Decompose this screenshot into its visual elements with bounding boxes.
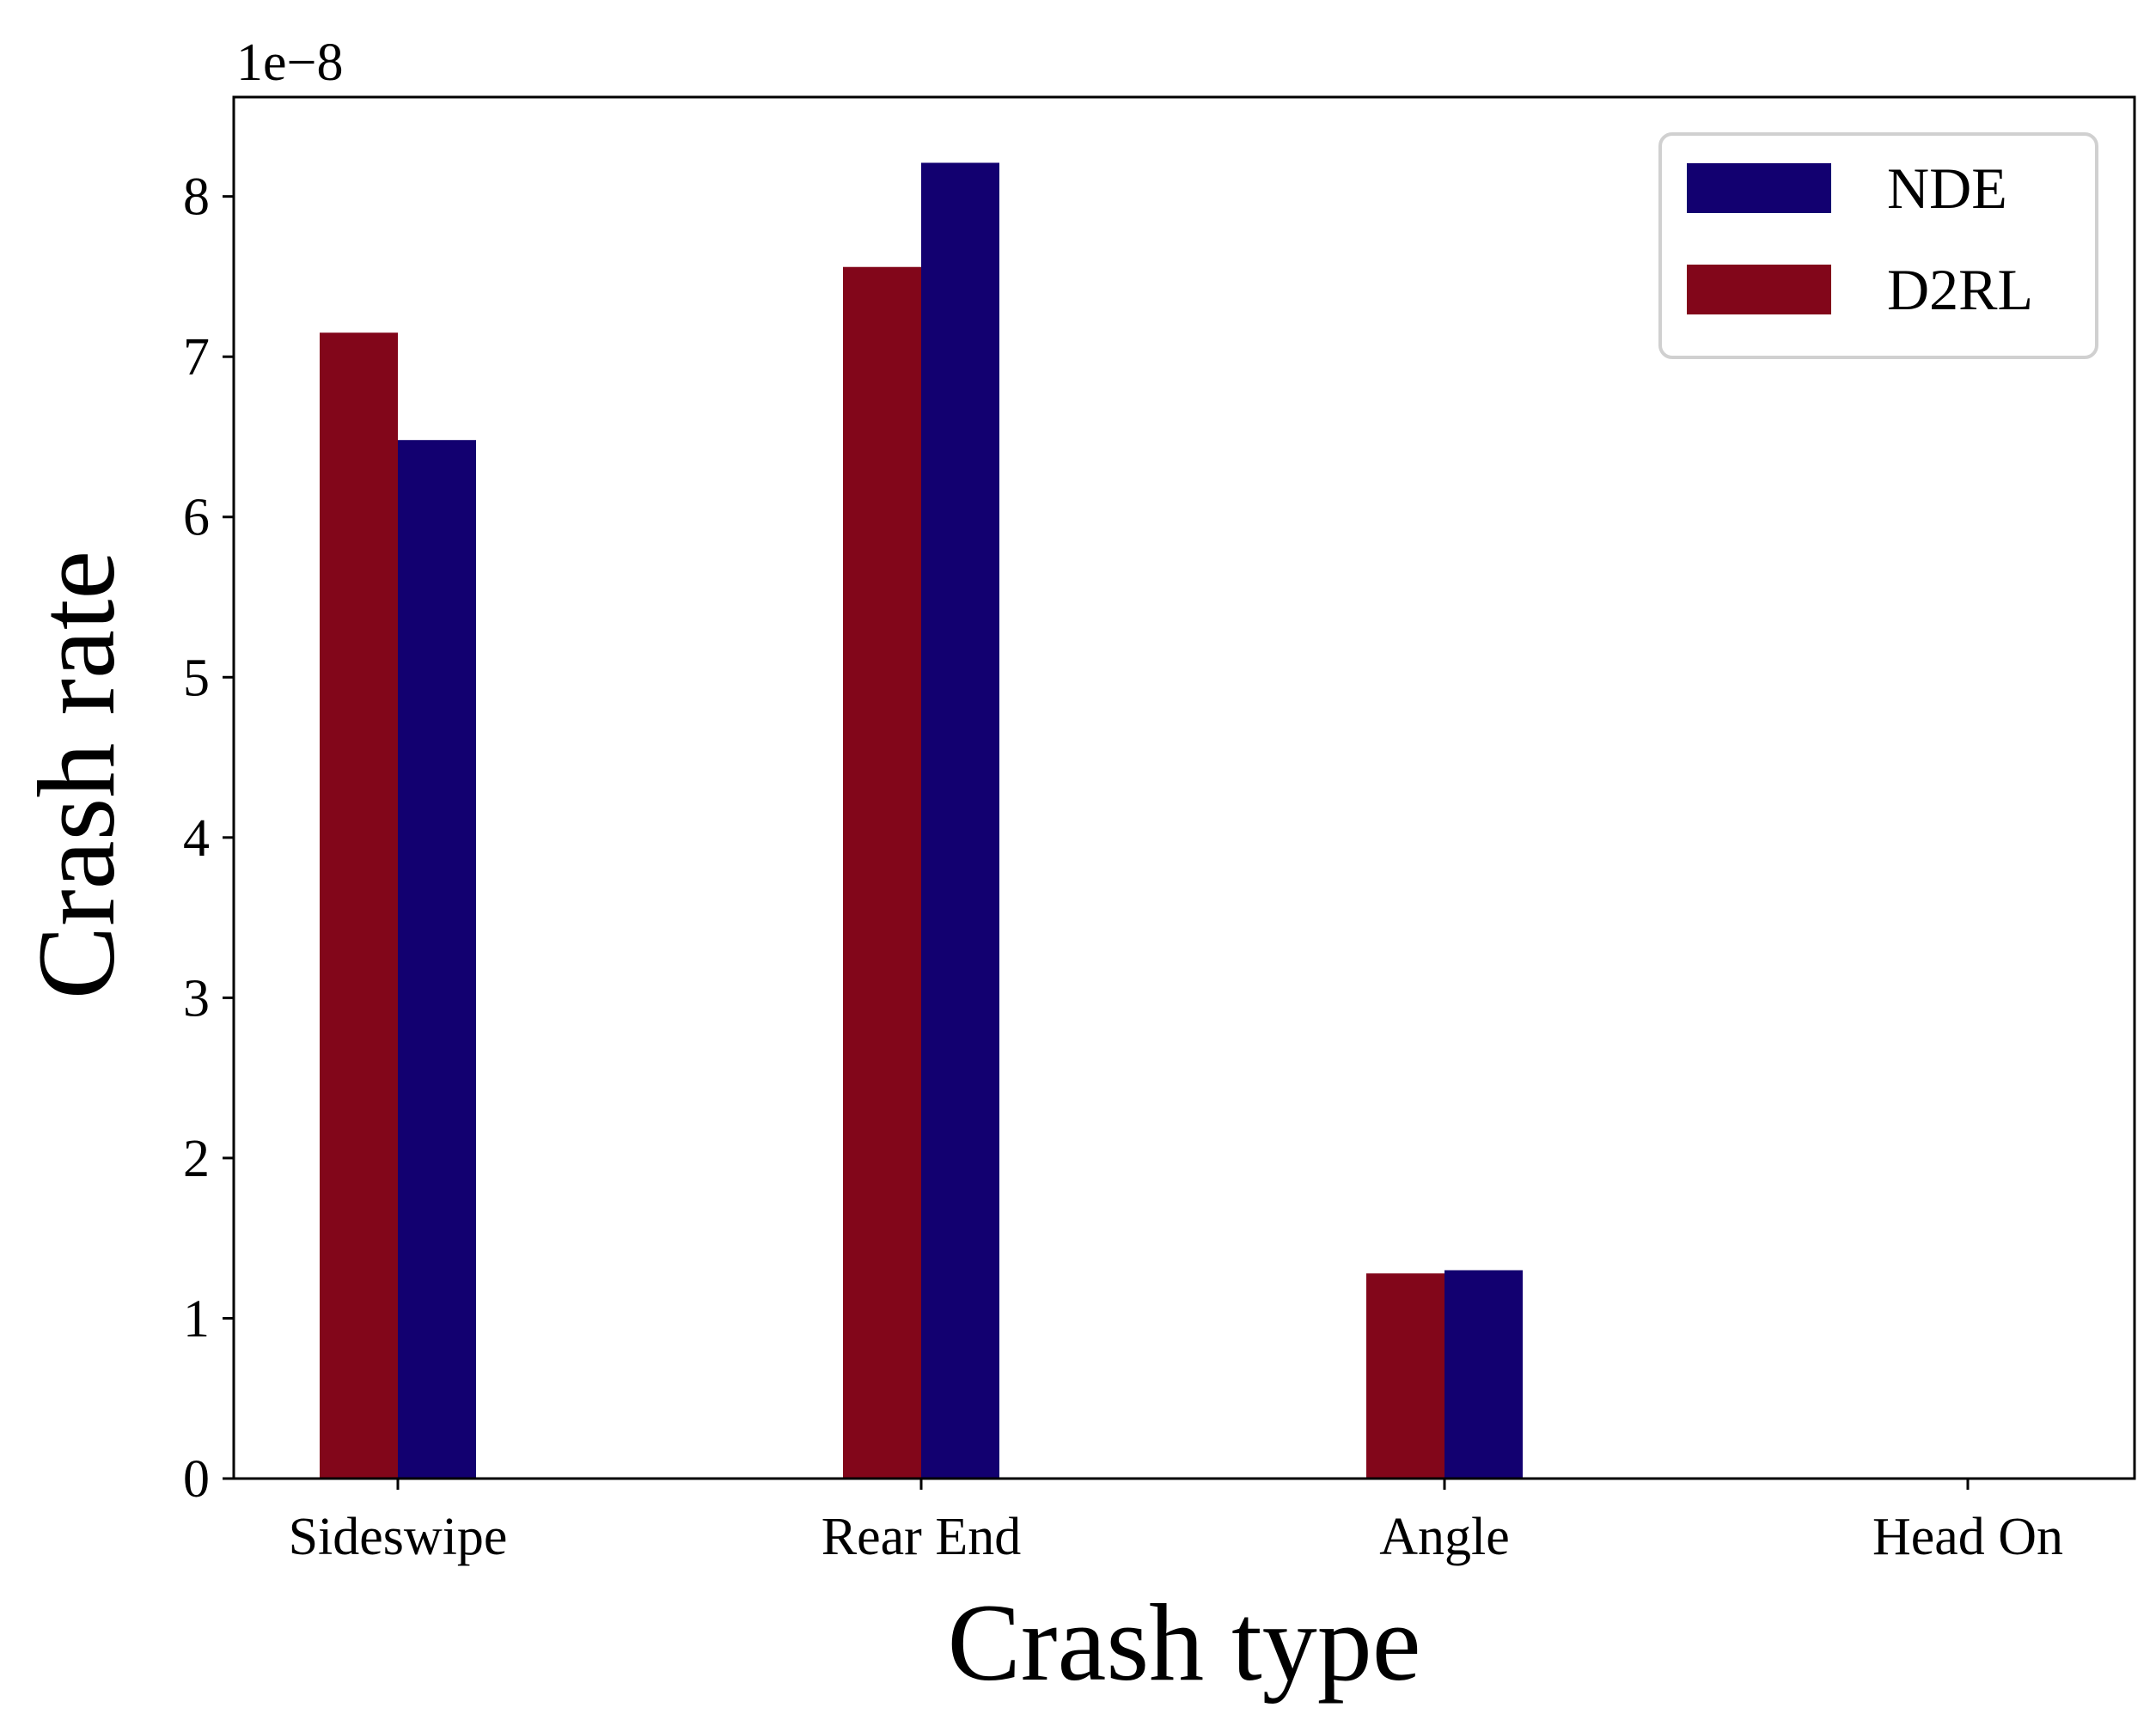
legend: NDE D2RL bbox=[1658, 132, 2098, 359]
bar-d2rl-rear-end bbox=[843, 266, 921, 1479]
x-axis-title: Crash type bbox=[948, 1582, 1421, 1704]
y-tick-label: 1 bbox=[183, 1290, 210, 1348]
plot-frame bbox=[232, 95, 2136, 1480]
y-tick-label: 3 bbox=[183, 969, 210, 1028]
bar-nde-rear-end bbox=[921, 162, 999, 1479]
y-tick-label: 0 bbox=[183, 1450, 210, 1509]
x-axis: Sideswipe Rear End Angle Head On bbox=[289, 1479, 2063, 1566]
bars-layer bbox=[320, 162, 1523, 1479]
legend-swatch-nde bbox=[1687, 163, 1831, 213]
y-tick-label: 5 bbox=[183, 649, 210, 707]
bar-nde-angle bbox=[1444, 1270, 1523, 1479]
bar-nde-sideswipe bbox=[398, 440, 476, 1479]
bar-d2rl-sideswipe bbox=[320, 332, 398, 1479]
y-tick-label: 7 bbox=[183, 328, 210, 387]
y-axis: 0 1 2 3 4 5 6 7 8 bbox=[183, 168, 234, 1509]
y-tick-label: 6 bbox=[183, 489, 210, 547]
x-tick-label-sideswipe: Sideswipe bbox=[289, 1508, 508, 1566]
y-tick-label: 4 bbox=[183, 809, 210, 868]
y-axis-offset-label: 1e−8 bbox=[236, 34, 343, 92]
y-tick-label: 8 bbox=[183, 168, 210, 227]
x-tick-label-head-on: Head On bbox=[1872, 1508, 2063, 1566]
x-tick-label-rear-end: Rear End bbox=[821, 1508, 1021, 1566]
y-axis-title: Crash rate bbox=[15, 551, 137, 999]
bar-d2rl-angle bbox=[1366, 1273, 1444, 1479]
x-tick-label-angle: Angle bbox=[1379, 1508, 1510, 1566]
legend-swatch-d2rl bbox=[1687, 265, 1831, 314]
y-tick-label: 2 bbox=[183, 1130, 210, 1188]
legend-label-d2rl: D2RL bbox=[1887, 257, 2033, 322]
legend-label-nde: NDE bbox=[1887, 156, 2007, 221]
